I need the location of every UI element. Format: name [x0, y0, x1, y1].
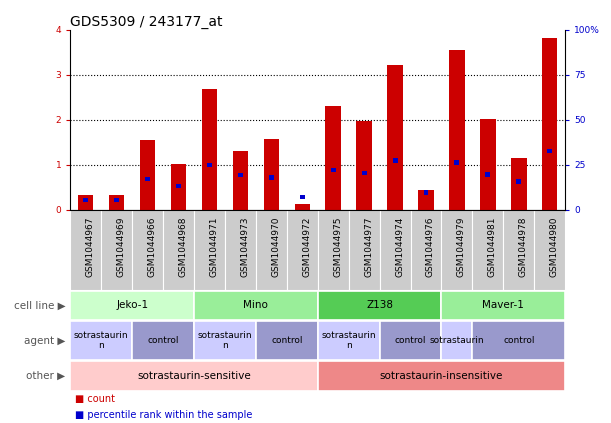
- Text: GSM1044968: GSM1044968: [178, 216, 188, 277]
- Text: sotrastaurin-insensitive: sotrastaurin-insensitive: [380, 371, 503, 381]
- Bar: [547, 149, 552, 154]
- Text: GSM1044966: GSM1044966: [148, 216, 156, 277]
- Bar: [194, 291, 318, 320]
- Text: cell line ▶: cell line ▶: [13, 300, 65, 310]
- Text: GSM1044975: GSM1044975: [333, 216, 342, 277]
- Bar: [140, 140, 155, 210]
- Bar: [163, 210, 194, 290]
- Bar: [194, 321, 256, 360]
- Text: control: control: [503, 336, 535, 345]
- Bar: [442, 210, 472, 290]
- Text: Z138: Z138: [366, 300, 393, 310]
- Text: sotrastaurin: sotrastaurin: [430, 336, 485, 345]
- Bar: [171, 164, 186, 210]
- Text: ■ count: ■ count: [75, 394, 115, 404]
- Bar: [534, 210, 565, 290]
- Bar: [132, 321, 194, 360]
- Bar: [349, 210, 379, 290]
- Bar: [70, 361, 318, 391]
- Bar: [449, 50, 464, 210]
- Text: Jeko-1: Jeko-1: [116, 300, 148, 310]
- Bar: [393, 158, 398, 162]
- Bar: [516, 179, 521, 184]
- Bar: [78, 195, 93, 210]
- Bar: [114, 198, 119, 202]
- Bar: [472, 210, 503, 290]
- Bar: [318, 321, 379, 360]
- Bar: [207, 162, 212, 167]
- Bar: [238, 173, 243, 177]
- Bar: [295, 204, 310, 210]
- Text: GSM1044977: GSM1044977: [364, 216, 373, 277]
- Bar: [83, 198, 88, 202]
- Bar: [300, 195, 305, 200]
- Text: agent ▶: agent ▶: [24, 336, 65, 346]
- Text: control: control: [147, 336, 179, 345]
- Bar: [70, 291, 194, 320]
- Text: control: control: [395, 336, 426, 345]
- Text: Maver-1: Maver-1: [482, 300, 524, 310]
- Bar: [331, 168, 335, 173]
- Bar: [472, 321, 565, 360]
- Bar: [70, 210, 101, 290]
- Text: GSM1044969: GSM1044969: [117, 216, 126, 277]
- Text: sotrastaurin-sensitive: sotrastaurin-sensitive: [137, 371, 251, 381]
- Bar: [318, 361, 565, 391]
- Bar: [356, 121, 372, 210]
- Bar: [480, 119, 496, 210]
- Text: sotrastaurin
n: sotrastaurin n: [74, 331, 128, 350]
- Bar: [423, 190, 428, 195]
- Bar: [326, 106, 341, 210]
- Bar: [318, 210, 349, 290]
- Bar: [511, 158, 527, 210]
- Text: GSM1044970: GSM1044970: [271, 216, 280, 277]
- Text: GSM1044976: GSM1044976: [426, 216, 435, 277]
- Text: other ▶: other ▶: [26, 371, 65, 381]
- Bar: [132, 210, 163, 290]
- Bar: [176, 184, 181, 188]
- Bar: [256, 210, 287, 290]
- Bar: [503, 210, 534, 290]
- Text: sotrastaurin
n: sotrastaurin n: [197, 331, 252, 350]
- Bar: [287, 210, 318, 290]
- Bar: [362, 170, 367, 175]
- Text: GSM1044981: GSM1044981: [488, 216, 497, 277]
- Bar: [145, 177, 150, 181]
- Text: sotrastaurin
n: sotrastaurin n: [321, 331, 376, 350]
- Text: GSM1044967: GSM1044967: [86, 216, 95, 277]
- Bar: [455, 160, 459, 165]
- Bar: [442, 321, 472, 360]
- Text: GSM1044978: GSM1044978: [519, 216, 528, 277]
- Bar: [411, 210, 442, 290]
- Text: GSM1044971: GSM1044971: [210, 216, 219, 277]
- Bar: [256, 321, 318, 360]
- Bar: [379, 321, 441, 360]
- Bar: [379, 210, 411, 290]
- Bar: [442, 291, 565, 320]
- Text: GSM1044974: GSM1044974: [395, 216, 404, 277]
- Bar: [318, 291, 442, 320]
- Text: GSM1044980: GSM1044980: [550, 216, 558, 277]
- Text: Mino: Mino: [243, 300, 268, 310]
- Bar: [542, 38, 557, 210]
- Bar: [419, 190, 434, 210]
- Bar: [269, 175, 274, 180]
- Bar: [263, 139, 279, 210]
- Text: control: control: [271, 336, 302, 345]
- Text: ■ percentile rank within the sample: ■ percentile rank within the sample: [75, 410, 252, 420]
- Text: GSM1044972: GSM1044972: [302, 216, 311, 277]
- Bar: [233, 151, 248, 210]
- Bar: [194, 210, 225, 290]
- Text: GSM1044979: GSM1044979: [457, 216, 466, 277]
- Bar: [202, 89, 217, 210]
- Text: GDS5309 / 243177_at: GDS5309 / 243177_at: [70, 14, 223, 29]
- Bar: [225, 210, 256, 290]
- Bar: [70, 321, 132, 360]
- Bar: [101, 210, 132, 290]
- Bar: [109, 195, 125, 210]
- Bar: [387, 65, 403, 210]
- Text: GSM1044973: GSM1044973: [240, 216, 249, 277]
- Bar: [485, 173, 490, 177]
